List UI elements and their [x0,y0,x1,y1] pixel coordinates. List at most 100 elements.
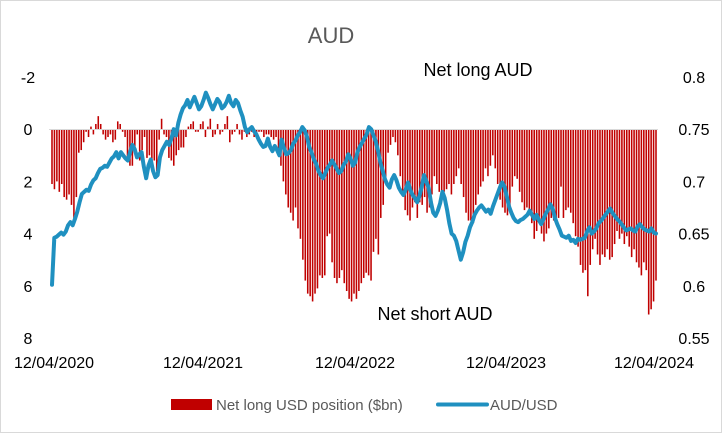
bar-mark [533,129,536,239]
bar-mark [338,129,341,278]
left-tick-label: 8 [24,331,33,348]
bar-mark [109,129,112,135]
bar-mark [221,129,224,132]
bar-mark [574,129,577,237]
bar-mark [190,123,192,130]
bar-mark [236,123,238,130]
bar-mark [275,129,277,138]
bar-mark [630,129,633,258]
bar-mark [652,129,655,302]
bar-mark [177,129,180,151]
bar-mark [516,129,518,179]
bar-mark [409,129,411,221]
bar-mark [552,129,555,221]
bar-mark [345,129,348,292]
bar-mark [509,129,511,208]
bar-mark [272,129,275,140]
bar-mark [116,121,119,130]
bar-mark [92,129,95,135]
bar-mark [336,129,338,284]
bar-mark [472,129,475,224]
bar-mark [389,129,392,145]
bar-mark [155,129,158,171]
bar-mark [365,129,367,273]
bar-mark [479,129,482,187]
bar-mark [584,129,587,271]
bar-mark [58,129,61,192]
bar-mark [618,129,621,239]
bar-mark [482,129,484,182]
bar-mark [73,129,75,218]
bar-mark [591,129,594,250]
bar-mark [628,129,630,247]
bar-mark [423,129,426,198]
bar-mark [353,129,355,294]
bar-mark [287,129,290,208]
right-tick-label: 0.55 [678,331,709,348]
bar-mark [292,129,294,221]
bars-layer [51,116,657,315]
bar-mark [638,129,640,268]
bar-mark [233,129,236,132]
bar-mark [258,129,260,132]
bar-mark [633,129,635,250]
bar-mark [589,129,592,265]
bar-mark [102,129,104,135]
bar-mark [134,129,136,151]
bar-mark [443,129,445,192]
bar-mark [141,129,143,151]
bar-mark [260,129,263,132]
bar-mark [457,129,460,169]
bar-mark [375,129,377,239]
bar-mark [474,129,477,205]
bar-mark [160,118,163,130]
legend: Net long USD position ($bn) AUD/USD [171,397,558,414]
left-axis: -2 0 2 4 6 8 [21,70,35,348]
right-tick-label: 0.6 [683,279,705,296]
bar-mark [445,129,448,190]
bar-mark [543,129,545,242]
bar-mark [60,129,63,185]
bar-mark [438,129,441,192]
bar-mark [504,129,506,213]
bar-mark [267,129,270,135]
bar-mark [411,129,414,208]
bar-mark [56,129,58,182]
bar-mark [326,129,328,237]
bar-mark [311,129,314,302]
legend-bar-label: Net long USD position ($bn) [216,397,403,414]
bar-mark [229,129,231,143]
bar-mark [394,129,397,143]
bar-mark [187,126,190,130]
bar-mark [53,129,56,190]
chart-title: AUD [308,23,354,48]
left-tick-label: 2 [24,174,33,191]
bar-mark [404,129,406,211]
bar-mark [399,129,402,177]
bar-mark [582,129,584,273]
right-tick-label: 0.75 [678,122,709,139]
bar-mark [387,129,389,153]
bar-mark [297,129,299,229]
bar-mark [331,129,333,263]
bar-mark [211,129,214,138]
bar-mark [513,129,516,177]
bar-mark [51,129,53,185]
bar-mark [104,129,107,140]
bar-mark [341,129,343,271]
bar-mark [462,129,465,198]
bar-mark [306,129,309,294]
x-tick-label: 12/04/2021 [163,355,243,372]
bar-mark [621,129,623,234]
bar-mark [436,129,438,185]
bar-mark [107,129,109,138]
bar-mark [194,129,197,132]
bar-mark [492,129,494,156]
bar-mark [163,129,165,135]
bar-mark [431,129,433,195]
bar-mark [207,126,209,130]
bar-mark [143,129,146,138]
bar-mark [455,129,458,177]
bar-mark [85,129,87,132]
